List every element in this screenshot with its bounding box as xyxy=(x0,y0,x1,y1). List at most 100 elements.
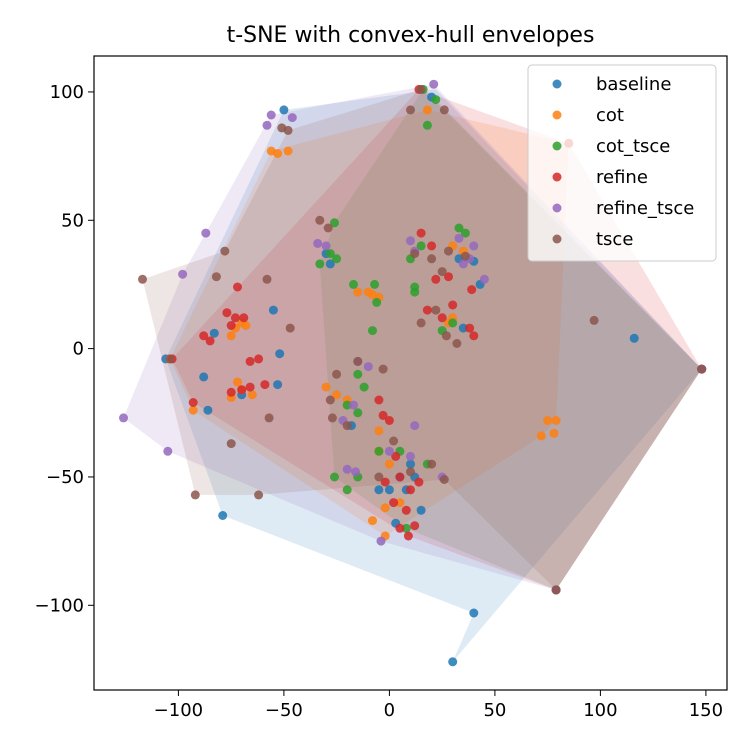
point-cot-tsce xyxy=(448,318,458,328)
point-cot xyxy=(241,321,251,330)
point-refine-tsce xyxy=(163,446,173,456)
point-tsce xyxy=(441,331,451,341)
point-cot xyxy=(551,416,561,425)
point-cot-tsce xyxy=(315,259,325,269)
point-tsce xyxy=(332,369,342,379)
point-tsce xyxy=(315,215,325,225)
point-cot xyxy=(368,516,377,526)
point-cot-tsce xyxy=(370,279,380,289)
point-refine-tsce xyxy=(262,120,272,130)
point-cot-tsce xyxy=(372,297,382,307)
point-cot xyxy=(384,459,394,469)
point-refine xyxy=(378,410,388,420)
point-refine xyxy=(226,321,236,330)
point-refine xyxy=(380,477,390,487)
point-refine-tsce xyxy=(410,421,420,431)
point-tsce xyxy=(551,585,561,595)
point-tsce xyxy=(353,356,363,366)
point-refine xyxy=(410,521,420,531)
point-refine-tsce xyxy=(454,233,464,243)
point-refine xyxy=(395,523,405,533)
point-refine xyxy=(467,285,477,295)
y-tick-label: −50 xyxy=(46,467,84,488)
point-cot-tsce xyxy=(353,369,363,379)
point-tsce xyxy=(277,123,287,133)
point-tsce xyxy=(342,421,352,431)
hull-tsce xyxy=(142,89,702,590)
point-cot-tsce xyxy=(401,523,411,533)
axes-layer: −100 −50 0 50 100 150 −100 −50 0 50 100 xyxy=(35,82,724,721)
point-baseline xyxy=(406,459,415,469)
point-refine-tsce xyxy=(479,274,489,284)
point-refine xyxy=(427,241,437,251)
point-refine xyxy=(416,228,426,238)
point-refine xyxy=(391,451,401,461)
point-refine xyxy=(199,331,209,341)
point-tsce xyxy=(325,395,335,405)
y-tick-label: 100 xyxy=(50,82,84,103)
point-refine-tsce xyxy=(178,269,188,279)
point-refine xyxy=(245,356,255,366)
point-refine xyxy=(374,395,384,405)
point-refine xyxy=(395,472,405,482)
point-baseline xyxy=(448,657,458,667)
point-tsce xyxy=(431,305,441,315)
point-refine-tsce xyxy=(201,228,211,238)
point-tsce xyxy=(211,272,221,282)
point-cot xyxy=(368,290,377,300)
point-refine-tsce xyxy=(363,362,373,372)
y-tick-label: −100 xyxy=(35,595,84,616)
point-refine-tsce xyxy=(342,464,352,474)
point-cot-tsce xyxy=(353,408,363,418)
point-refine xyxy=(384,416,394,425)
point-tsce xyxy=(323,223,333,233)
point-refine xyxy=(222,308,232,318)
point-baseline xyxy=(218,511,228,520)
point-cot xyxy=(543,416,553,425)
chart-title: t-SNE with convex-hull envelopes xyxy=(227,23,595,48)
point-tsce xyxy=(416,318,426,328)
point-cot-tsce xyxy=(325,249,335,259)
point-cot xyxy=(233,377,242,387)
point-cot xyxy=(536,431,546,441)
point-refine xyxy=(422,305,432,315)
point-tsce xyxy=(410,249,420,259)
point-tsce xyxy=(406,105,415,115)
point-cot-tsce xyxy=(349,279,358,289)
point-cot xyxy=(374,426,384,436)
point-refine-tsce xyxy=(266,110,276,120)
point-refine xyxy=(230,313,240,323)
legend-label-baseline: baseline xyxy=(596,74,671,95)
point-cot xyxy=(332,390,342,400)
hull-cot xyxy=(170,109,569,537)
point-refine xyxy=(239,313,249,323)
point-refine-tsce xyxy=(384,446,394,456)
point-cot-tsce xyxy=(359,382,369,392)
point-refine xyxy=(414,477,424,487)
point-refine-tsce xyxy=(429,79,439,89)
legend-marker-cot-tsce xyxy=(552,141,562,151)
x-tick-label: 50 xyxy=(483,700,506,721)
point-cot xyxy=(549,428,559,438)
legend-marker-cot xyxy=(552,110,562,120)
point-baseline xyxy=(458,323,468,333)
legend-marker-refine xyxy=(552,172,562,182)
point-refine-tsce xyxy=(406,451,415,461)
point-cot xyxy=(273,149,283,158)
point-refine-tsce xyxy=(458,259,468,269)
point-refine xyxy=(260,380,270,390)
plot-frame xyxy=(93,55,728,691)
point-tsce xyxy=(444,246,453,256)
point-refine xyxy=(401,505,411,515)
scatter-points-layer xyxy=(119,79,707,667)
legend-marker-refine-tsce xyxy=(552,203,562,213)
x-tick-label: 100 xyxy=(583,700,617,721)
point-refine xyxy=(403,531,413,541)
point-cot-tsce xyxy=(368,326,377,336)
point-refine xyxy=(437,313,447,323)
point-cot-tsce xyxy=(332,254,342,264)
point-refine-tsce xyxy=(119,413,128,423)
point-baseline xyxy=(273,380,283,390)
point-cot xyxy=(247,390,257,400)
point-cot-tsce xyxy=(374,446,384,456)
